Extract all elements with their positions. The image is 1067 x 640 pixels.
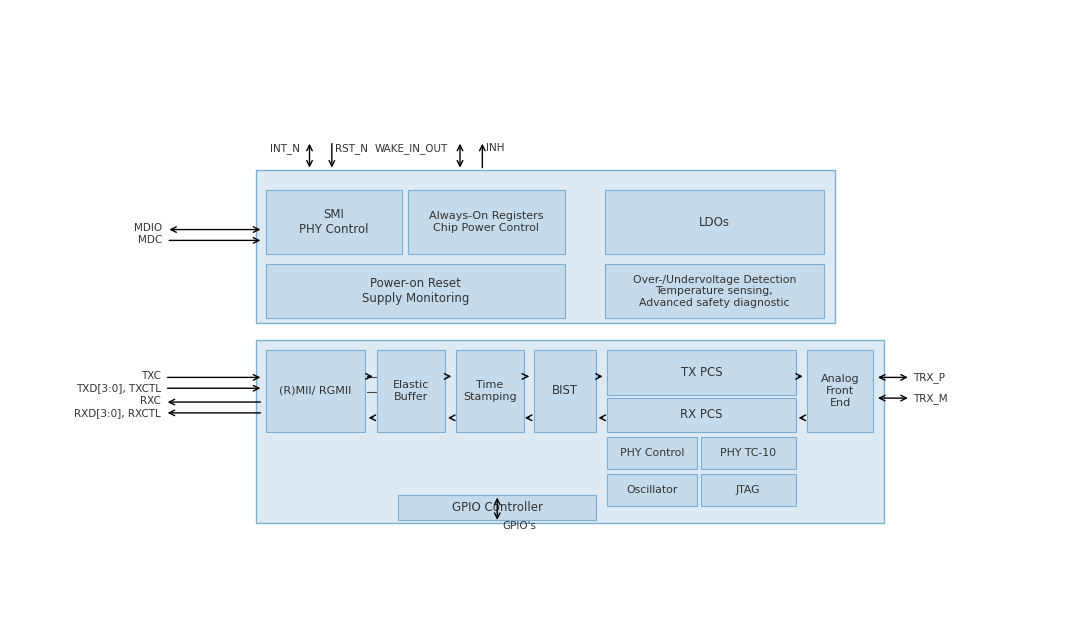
Text: Over-/Undervoltage Detection
Temperature sensing,
Advanced safety diagnostic: Over-/Undervoltage Detection Temperature…	[633, 275, 796, 308]
Text: TRX_M: TRX_M	[913, 393, 947, 404]
Text: INH: INH	[485, 143, 504, 153]
Text: INT_N: INT_N	[270, 143, 301, 154]
Text: TRX_P: TRX_P	[913, 372, 945, 383]
FancyBboxPatch shape	[701, 474, 796, 506]
FancyBboxPatch shape	[378, 350, 445, 431]
Text: PHY Control: PHY Control	[620, 447, 684, 458]
FancyBboxPatch shape	[607, 474, 697, 506]
FancyBboxPatch shape	[701, 436, 796, 468]
FancyBboxPatch shape	[607, 436, 697, 468]
Text: LDOs: LDOs	[699, 216, 730, 228]
FancyBboxPatch shape	[266, 190, 402, 254]
Text: MDIO: MDIO	[134, 223, 162, 233]
Text: BIST: BIST	[552, 385, 577, 397]
Text: PHY TC-10: PHY TC-10	[720, 447, 777, 458]
Text: Oscillator: Oscillator	[626, 484, 678, 495]
FancyBboxPatch shape	[607, 350, 796, 395]
FancyBboxPatch shape	[266, 350, 365, 431]
Text: TX PCS: TX PCS	[681, 366, 722, 379]
FancyBboxPatch shape	[256, 340, 885, 523]
FancyBboxPatch shape	[808, 350, 874, 431]
Text: Elastic
Buffer: Elastic Buffer	[393, 380, 429, 402]
Text: WAKE_IN_OUT: WAKE_IN_OUT	[375, 143, 448, 154]
Text: Analog
Front
End: Analog Front End	[822, 374, 860, 408]
FancyBboxPatch shape	[456, 350, 524, 431]
Text: TXC: TXC	[141, 371, 161, 381]
FancyBboxPatch shape	[605, 190, 824, 254]
FancyBboxPatch shape	[266, 264, 566, 318]
FancyBboxPatch shape	[534, 350, 595, 431]
FancyBboxPatch shape	[256, 170, 834, 323]
FancyBboxPatch shape	[605, 264, 824, 318]
Text: Power-on Reset
Supply Monitoring: Power-on Reset Supply Monitoring	[362, 277, 469, 305]
Text: SMI
PHY Control: SMI PHY Control	[299, 208, 369, 236]
Text: GPIO's: GPIO's	[503, 521, 537, 531]
Text: TXD[3:0], TXCTL: TXD[3:0], TXCTL	[76, 383, 161, 393]
FancyBboxPatch shape	[408, 190, 566, 254]
Text: RX PCS: RX PCS	[681, 408, 722, 421]
Text: MDC: MDC	[138, 236, 162, 245]
Text: RST_N: RST_N	[335, 143, 368, 154]
Text: Time
Stamping: Time Stamping	[463, 380, 516, 402]
Text: (R)MII/ RGMII: (R)MII/ RGMII	[280, 386, 351, 396]
Text: RXD[3:0], RXCTL: RXD[3:0], RXCTL	[74, 408, 161, 418]
FancyBboxPatch shape	[607, 398, 796, 431]
Text: GPIO Controller: GPIO Controller	[451, 501, 543, 514]
Text: JTAG: JTAG	[736, 484, 761, 495]
Text: RXC: RXC	[140, 396, 161, 406]
Text: Always-On Registers
Chip Power Control: Always-On Registers Chip Power Control	[429, 211, 544, 233]
FancyBboxPatch shape	[398, 495, 596, 520]
